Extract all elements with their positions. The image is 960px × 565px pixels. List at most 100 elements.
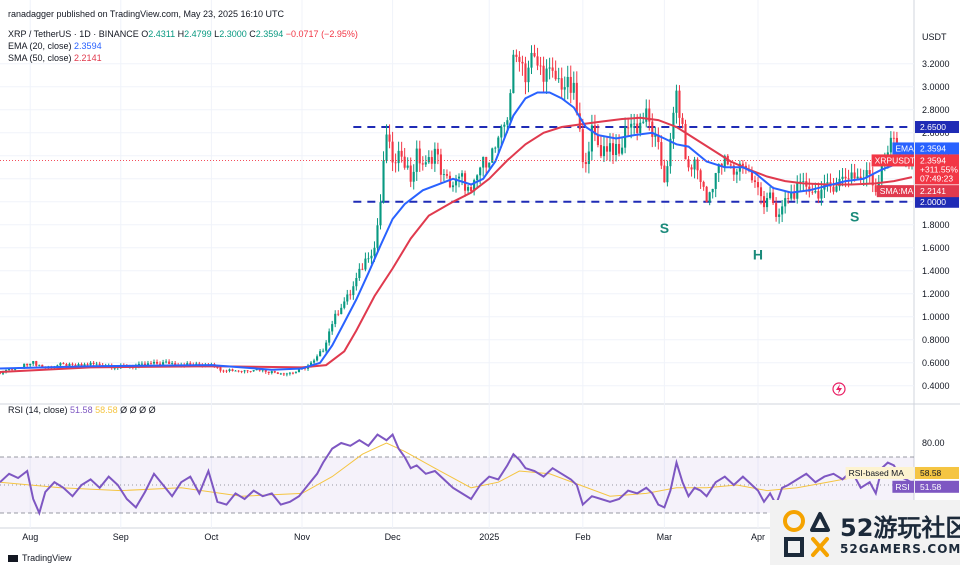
candle-body xyxy=(95,363,98,365)
candle-body xyxy=(65,364,68,367)
open-value: 2.4311 xyxy=(148,29,176,39)
candle-body xyxy=(750,171,754,181)
candle-body xyxy=(285,373,288,375)
candle-body xyxy=(282,373,285,375)
candle-body xyxy=(467,187,470,191)
candle-body xyxy=(524,63,527,83)
rsi-legend[interactable]: RSI (14, close) 51.58 58.58 Ø Ø Ø Ø xyxy=(8,405,156,415)
sma50-line[interactable] xyxy=(0,116,913,373)
level-price-label[interactable]: 2.0000 xyxy=(915,195,959,208)
candle-body xyxy=(382,160,385,203)
tradingview-logo-icon xyxy=(8,555,18,563)
candle-body xyxy=(376,225,379,248)
candle-body xyxy=(859,176,862,179)
candle-body xyxy=(273,371,276,373)
candle-body xyxy=(826,182,829,184)
candle-body xyxy=(880,163,883,182)
candle-body xyxy=(530,52,533,68)
candle-body xyxy=(575,82,578,114)
candle-body xyxy=(62,363,65,365)
candle-body xyxy=(542,65,545,82)
ema-name-tag[interactable]: EMA xyxy=(892,142,914,155)
candle-body xyxy=(690,167,693,170)
candle-body xyxy=(756,182,760,188)
candle-body xyxy=(92,362,95,364)
level-price-label-bg xyxy=(915,195,959,208)
candle-body xyxy=(479,167,482,176)
candle-body xyxy=(370,255,373,259)
rsi-name-tag[interactable]: RSI xyxy=(892,480,914,493)
candle-body xyxy=(14,368,17,370)
candle-body xyxy=(889,137,892,153)
candle-body xyxy=(518,56,521,62)
time-tick-label: Aug xyxy=(22,532,38,542)
candle-body xyxy=(476,175,479,181)
level-price-label[interactable]: 2.6500 xyxy=(915,121,959,134)
horizontal-levels[interactable] xyxy=(353,126,912,203)
candle-body xyxy=(847,178,850,180)
candle-body xyxy=(633,123,636,125)
candle-body xyxy=(168,361,171,364)
ema20-line[interactable] xyxy=(0,91,913,371)
candle-body xyxy=(442,174,445,175)
price-tick-label: 1.8000 xyxy=(922,220,950,230)
candle-body xyxy=(660,142,663,166)
candle-body xyxy=(325,342,328,351)
candle-body xyxy=(500,126,503,138)
lightning-icon[interactable] xyxy=(832,382,846,396)
watermark-brand: 52游玩社区 xyxy=(840,514,960,542)
candle-body xyxy=(412,171,415,182)
candle-body xyxy=(732,165,735,175)
ema-legend[interactable]: EMA (20, close) 2.3594 xyxy=(8,41,102,51)
candle-body xyxy=(832,186,835,192)
sma-legend[interactable]: SMA (50, close) 2.2141 xyxy=(8,53,102,63)
candle-body xyxy=(427,157,430,163)
candle-body xyxy=(231,369,234,371)
candle-body xyxy=(874,185,877,192)
price-tick-label: 0.4000 xyxy=(922,381,950,391)
rsi-ma-value-label[interactable]: 58.58 xyxy=(915,466,959,479)
last-price-label[interactable]: 2.3594+311.55%07:49:23 xyxy=(915,154,959,185)
candle-body xyxy=(772,192,775,204)
candle-body xyxy=(787,198,790,199)
candle-body xyxy=(331,324,334,332)
candle-body xyxy=(578,113,581,130)
watermark: 52游玩社区 52GAMERS.COM xyxy=(770,500,960,565)
candle-body xyxy=(793,191,796,199)
candle-body xyxy=(648,108,651,122)
symbol-line[interactable]: XRP / TetherUS · 1D · BINANCE xyxy=(8,29,139,39)
candle-body xyxy=(759,187,763,197)
candle-body xyxy=(216,367,219,369)
candle-body xyxy=(406,165,409,168)
candle-body xyxy=(26,363,29,366)
candle-body xyxy=(639,122,642,133)
close-value: 2.3594 xyxy=(255,29,284,39)
sma-price-label[interactable]: 2.2141 xyxy=(915,185,959,198)
candle-body xyxy=(515,54,518,57)
level-price-label-text: 2.6500 xyxy=(920,122,946,132)
low-value: 2.3000 xyxy=(219,29,247,39)
last-price-label-text: +311.55% xyxy=(920,164,958,174)
rsi-ma-value-label-text: 58.58 xyxy=(920,468,942,478)
rsi-value-label-text: 51.58 xyxy=(920,482,942,492)
candle-body xyxy=(636,123,639,133)
tradingview-brand[interactable]: TradingView xyxy=(8,553,72,563)
candle-body xyxy=(340,307,343,315)
price-tick-label: 0.6000 xyxy=(922,358,950,368)
rsi-value-label-bg xyxy=(915,480,959,493)
candle-body xyxy=(424,162,427,165)
candle-body xyxy=(521,61,524,64)
rsi-ma-name-tag[interactable]: RSI-based MA xyxy=(845,466,914,479)
rsi-value-label[interactable]: 51.58 xyxy=(915,480,959,493)
ema-price-label[interactable]: 2.3594 xyxy=(915,142,959,155)
rsi-pane: 80.00 xyxy=(0,438,945,514)
candle-body xyxy=(548,67,551,69)
rsi-line[interactable] xyxy=(0,432,913,516)
candle-body xyxy=(319,351,322,357)
pattern-label: S xyxy=(660,220,669,236)
candle-body xyxy=(729,164,732,166)
candle-body xyxy=(222,370,225,372)
symbol-name-tag[interactable]: XRPUSDT xyxy=(871,154,916,167)
sma-name-tag[interactable]: SMA:MA xyxy=(876,185,914,198)
